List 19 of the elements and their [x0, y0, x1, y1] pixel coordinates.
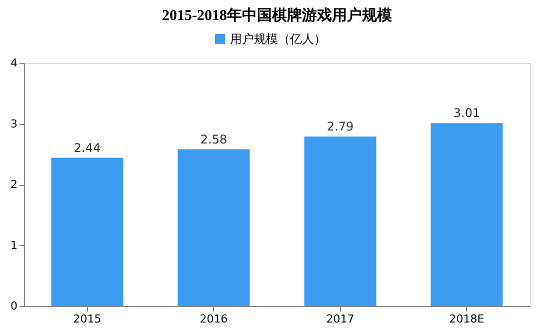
bar [430, 123, 503, 306]
data-label: 3.01 [453, 106, 480, 120]
y-tick-label: 3 [10, 117, 18, 130]
bar [51, 158, 124, 306]
data-label: 2.58 [200, 132, 228, 146]
x-tick-label: 2015 [73, 312, 102, 326]
bar [304, 136, 376, 306]
legend-label: 用户规模（亿人） [230, 32, 326, 46]
x-tick-label: 2018E [449, 312, 484, 326]
y-tick-label: 1 [10, 238, 18, 252]
data-label: 2.44 [74, 140, 101, 155]
data-label: 2.79 [326, 120, 354, 134]
bar [178, 149, 250, 306]
y-tick-label: 4 [10, 56, 18, 70]
y-tick-label: 0 [10, 300, 18, 312]
x-tick-label: 2017 [326, 312, 354, 326]
x-tick-label: 2016 [200, 312, 228, 326]
y-tick-label: 2 [10, 178, 18, 191]
chart-title: 2015-2018年中国棋牌游戏用户规模 [162, 6, 393, 24]
